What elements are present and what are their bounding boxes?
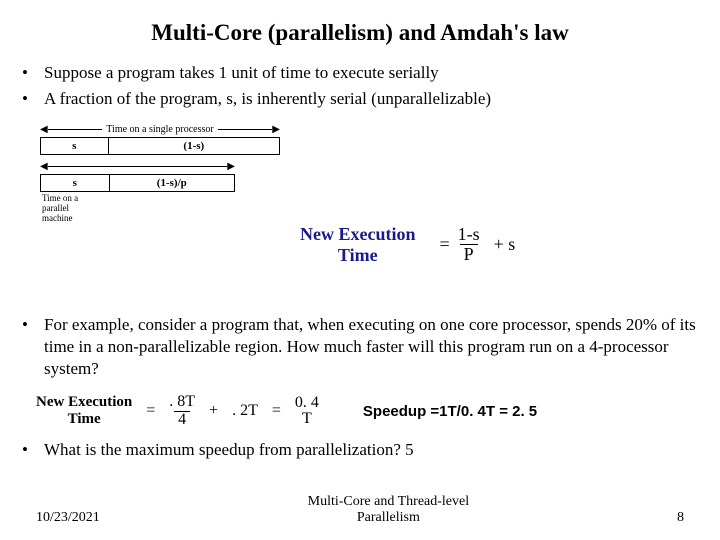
- equals-sign: =: [440, 234, 450, 255]
- bar-single: s (1-s): [40, 137, 280, 155]
- bar-serial: s: [41, 175, 110, 191]
- bar-parallel: s (1-s)/p: [40, 174, 235, 192]
- arrow-span: ◀ Time on a single processor ▶: [40, 124, 280, 135]
- denominator: P: [460, 244, 478, 264]
- bullet-text: For example, consider a program that, wh…: [44, 314, 700, 380]
- arrow-left-icon: ◀: [40, 161, 48, 172]
- result-stack: 0. 4 T: [295, 395, 319, 429]
- arrow-line-right: [218, 129, 273, 130]
- numerator: . 8T: [169, 394, 195, 411]
- bar-parallel-part: (1-s): [109, 138, 279, 154]
- bullet-text: What is the maximum speedup from paralle…: [44, 439, 700, 461]
- slide: Multi-Core (parallelism) and Amdah's law…: [0, 0, 720, 540]
- bullet-dot: •: [20, 62, 44, 84]
- label-line1: New Execution: [36, 394, 132, 410]
- bullet-1: • Suppose a program takes 1 unit of time…: [20, 62, 700, 84]
- label-line2: Time: [68, 411, 101, 427]
- label-line2: Time: [338, 245, 378, 265]
- result-top: 0. 4: [295, 395, 319, 412]
- bullet-text: A fraction of the program, s, is inheren…: [44, 88, 700, 110]
- formula-new-exec-time: New Execution Time = 1-s P + s: [300, 224, 515, 265]
- diagram-area: ◀ Time on a single processor ▶ s (1-s) ◀…: [40, 124, 700, 224]
- formula-example: New Execution Time = . 8T 4 + . 2T = 0. …: [36, 394, 700, 429]
- label-line1: New Execution: [300, 224, 416, 244]
- bullet-dot: •: [20, 314, 44, 336]
- formula-label: New Execution Time: [36, 394, 132, 429]
- denominator: 4: [174, 411, 190, 429]
- bullet-text: Suppose a program takes 1 unit of time t…: [44, 62, 700, 84]
- bullet-4: • What is the maximum speedup from paral…: [20, 439, 700, 461]
- arrow-label: Time on a single processor: [102, 124, 217, 135]
- footer-page-number: 8: [677, 510, 684, 526]
- term-2t: . 2T: [232, 402, 258, 420]
- speedup-text: Speedup =1T/0. 4T = 2. 5: [363, 403, 537, 420]
- diagram-single-processor: ◀ Time on a single processor ▶ s (1-s): [40, 124, 280, 155]
- numerator: 1-s: [458, 225, 480, 244]
- plus-sign: +: [209, 402, 218, 420]
- arrow-right-icon: ▶: [272, 124, 280, 135]
- footer-date: 10/23/2021: [36, 510, 100, 526]
- arrow-left-icon: ◀: [40, 124, 48, 135]
- arrow-right-icon: ▶: [227, 161, 235, 172]
- plus-s: + s: [494, 234, 516, 255]
- equals-sign: =: [272, 402, 281, 420]
- diagram-parallel-machine: ◀ ▶ s (1-s)/p Time on aparallelmachine: [40, 161, 235, 224]
- bullet-dot: •: [20, 88, 44, 110]
- arrow-line: [48, 166, 228, 167]
- slide-title: Multi-Core (parallelism) and Amdah's law: [20, 20, 700, 46]
- bar-parallel-part: (1-s)/p: [110, 175, 234, 191]
- arrow-line-left: [48, 129, 103, 130]
- slide-footer: 10/23/2021 Multi-Core and Thread-levelPa…: [0, 494, 720, 526]
- bullet-2: • A fraction of the program, s, is inher…: [20, 88, 700, 110]
- fraction: 1-s P: [458, 225, 480, 264]
- formula-label: New Execution Time: [300, 224, 416, 265]
- result-bottom: T: [302, 411, 312, 428]
- bullet-3: • For example, consider a program that, …: [20, 314, 700, 380]
- diagram-caption: Time on aparallelmachine: [42, 194, 235, 224]
- arrow-span: ◀ ▶: [40, 161, 235, 172]
- bar-serial: s: [41, 138, 109, 154]
- footer-center: Multi-Core and Thread-levelParallelism: [100, 494, 677, 526]
- fraction: . 8T 4: [169, 394, 195, 429]
- bullet-dot: •: [20, 439, 44, 461]
- equals-sign: =: [146, 402, 155, 420]
